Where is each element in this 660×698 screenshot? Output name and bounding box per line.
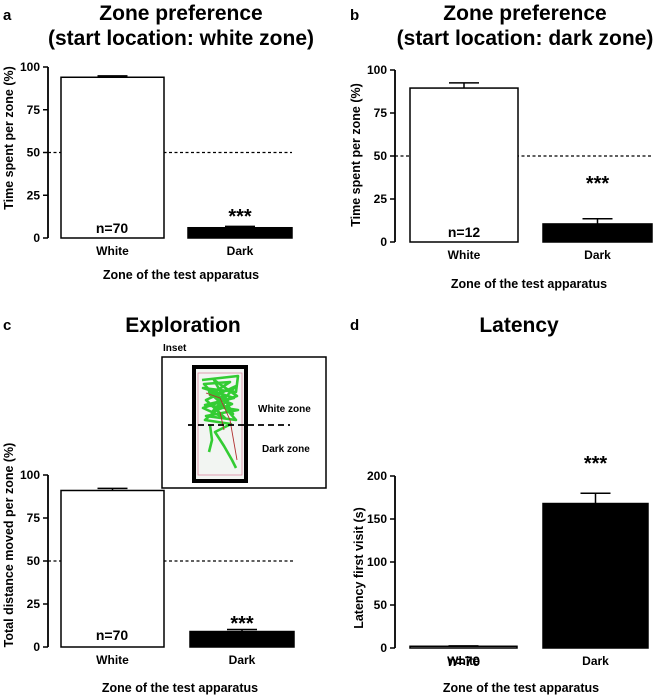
panel-b-y-tick-label: 0: [380, 235, 387, 249]
panel-d-x-axis-label: Zone of the test apparatus: [443, 681, 599, 695]
panel-a-plot: 0 25 50 75 100 White Dark n=70 ***: [20, 60, 293, 258]
inset-green-track: [201, 374, 240, 469]
panel-a-category-label: Dark: [227, 244, 254, 258]
panel-c: c Exploration Total distance moved per z…: [2, 314, 327, 695]
inset-dark-zone-label: Dark zone: [262, 444, 310, 455]
panel-a-significance: ***: [228, 206, 252, 228]
panel-b-category-label: White: [448, 248, 481, 262]
panel-b-bar-dark: [542, 223, 653, 243]
panel-b-plot: 0 25 50 75 100 White Dark n=12 ***: [367, 63, 653, 262]
panel-c-plot: 0 25 50 75 100 White Dark n=70 ***: [20, 468, 295, 667]
panel-c-y-tick-label: 50: [27, 554, 41, 568]
panel-d-y-tick-label: 100: [367, 555, 387, 569]
panel-b-y-tick-label: 25: [374, 192, 388, 206]
panel-b: b Zone preference (start location: dark …: [349, 2, 653, 291]
panel-c-y-tick-label: 25: [27, 597, 41, 611]
panel-c-y-axis-label: Total distance moved per zone (%): [2, 443, 16, 648]
panel-d-y-tick-label: 0: [380, 641, 387, 655]
panel-b-title-line1: Zone preference: [443, 2, 606, 25]
panel-a-letter: a: [3, 7, 12, 24]
panel-d-y-tick-label: 150: [367, 512, 387, 526]
panel-c-significance: ***: [230, 613, 254, 635]
panel-c-y-tick-label: 0: [33, 640, 40, 654]
panel-b-x-axis-label: Zone of the test apparatus: [451, 277, 607, 291]
panel-b-y-tick-label: 50: [374, 149, 388, 163]
panel-c-title: Exploration: [125, 314, 241, 337]
panel-c-y-tick-label: 75: [27, 511, 41, 525]
panel-a-bar-white: [60, 76, 165, 239]
panel-a-y-tick-label: 25: [27, 188, 41, 202]
panel-a-y-axis-label: Time spent per zone (%): [2, 66, 16, 210]
panel-c-category-label: White: [96, 653, 129, 667]
panel-c-x-axis-label: Zone of the test apparatus: [102, 681, 258, 695]
panel-d-n-label: n=70: [448, 653, 481, 669]
panel-a-title-line1: Zone preference: [99, 2, 262, 25]
panel-a-y-tick-label: 50: [27, 146, 41, 160]
panel-b-category-label: Dark: [584, 248, 611, 262]
panel-b-letter: b: [350, 7, 359, 24]
panel-a-bar-dark: [187, 226, 293, 239]
panel-d-category-label: Dark: [582, 654, 609, 668]
panel-c-n-label: n=70: [96, 627, 129, 643]
panel-b-y-axis-label: Time spent per zone (%): [349, 83, 363, 227]
inset-apparatus-border: [192, 365, 248, 483]
panel-a-title-line2: (start location: white zone): [48, 27, 314, 50]
panel-a-n-label: n=70: [96, 220, 129, 236]
inset-red-track: [205, 392, 238, 461]
panel-c-bar-white: [60, 489, 165, 648]
panel-d-y-tick-label: 50: [374, 598, 388, 612]
panel-a-y-tick-label: 100: [20, 60, 40, 74]
panel-a: a Zone preference (start location: white…: [2, 2, 314, 282]
panel-b-n-label: n=12: [448, 224, 481, 240]
panel-a-y-tick-label: 0: [33, 231, 40, 245]
panel-b-bar-white: [409, 87, 519, 243]
panel-d-bar-dark: [542, 502, 649, 649]
inset-apparatus-inner: [197, 372, 243, 476]
panel-b-y-tick-label: 75: [374, 106, 388, 120]
panel-d-y-axis-label: Latency first visit (s): [352, 507, 366, 629]
panel-b-significance: ***: [586, 173, 610, 195]
panel-d: d Latency Latency first visit (s) Zone o…: [350, 314, 649, 695]
panel-a-category-label: White: [96, 244, 129, 258]
panel-d-y-tick-label: 200: [367, 469, 387, 483]
panel-d-plot: 0 50 100 150 200 White Dark n=70 ***: [367, 453, 649, 669]
panel-d-letter: d: [350, 317, 359, 334]
panel-c-category-label: Dark: [229, 653, 256, 667]
panel-c-y-tick-label: 100: [20, 468, 40, 482]
inset-white-zone-label: White zone: [258, 404, 311, 415]
panel-d-category-label: White: [447, 654, 480, 668]
panel-b-title-line2: (start location: dark zone): [397, 27, 654, 50]
panel-c-letter: c: [3, 317, 11, 334]
panel-b-y-tick-label: 100: [367, 63, 387, 77]
panel-c-inset: Inset White zone Dark zone: [161, 343, 327, 489]
panel-d-significance: ***: [584, 453, 608, 475]
panel-d-title: Latency: [479, 314, 559, 337]
panel-a-y-tick-label: 75: [27, 103, 41, 117]
inset-title: Inset: [163, 343, 187, 354]
panel-a-x-axis-label: Zone of the test apparatus: [103, 268, 259, 282]
